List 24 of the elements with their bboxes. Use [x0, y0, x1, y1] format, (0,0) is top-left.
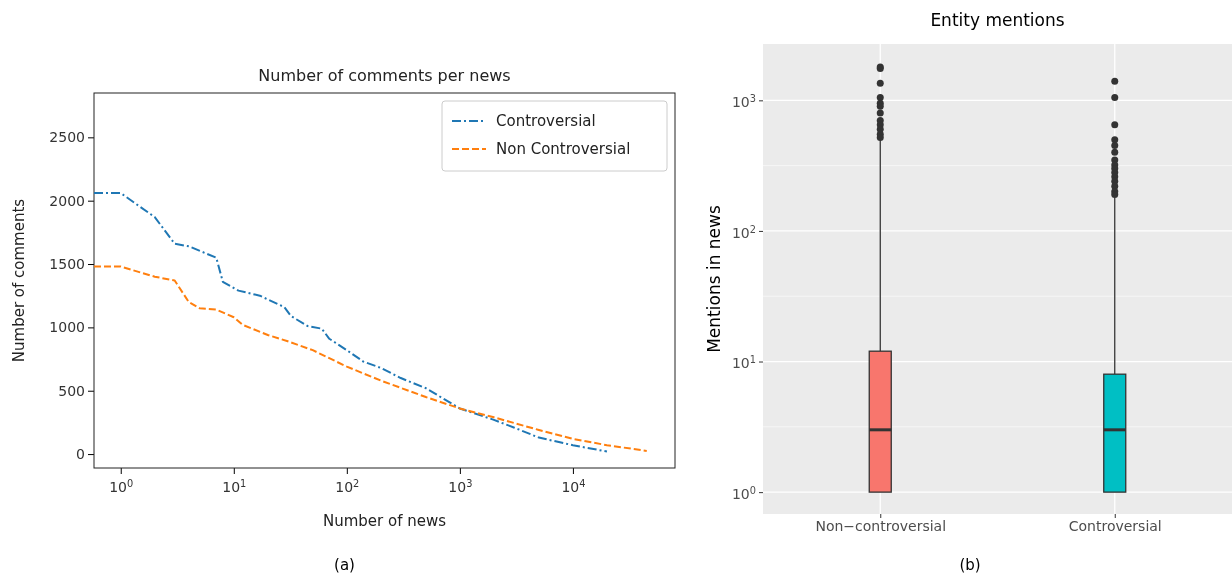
y-tick-label: 0	[76, 446, 85, 463]
y-tick-label: 10$^{1}$	[731, 353, 756, 372]
x-tick-label: 10$^{1}$	[222, 477, 247, 496]
y-tick-label: 10$^{3}$	[731, 92, 756, 111]
legend-label: Non Controversial	[496, 140, 631, 158]
text: (b)	[959, 556, 981, 574]
y-tick-label: 1000	[49, 319, 85, 336]
x-tick-label: 10$^{0}$	[109, 477, 134, 496]
x-tick-label: 10$^{2}$	[335, 477, 360, 496]
y-axis-title: Mentions in news	[704, 205, 724, 353]
legend-label: Controversial	[496, 112, 596, 130]
x-tick-label: 10$^{3}$	[448, 477, 473, 496]
y-tick-label: 2000	[49, 192, 85, 209]
x-axis-title: Number of news	[322, 512, 447, 530]
x-tick-label: 10$^{4}$	[561, 477, 586, 496]
x-tick-label: Non−controversial	[815, 517, 947, 534]
chart-title: Number of comments per news	[258, 66, 511, 85]
y-tick-label: 1500	[49, 256, 85, 273]
y-tick-label: 500	[58, 382, 85, 399]
text: (a)	[334, 556, 355, 574]
y-tick-label: 10$^{2}$	[731, 223, 756, 241]
y-tick-label: 2500	[49, 129, 85, 146]
y-axis-title: Number of comments	[10, 198, 28, 363]
chart-title: Entity mentions	[930, 10, 1065, 30]
